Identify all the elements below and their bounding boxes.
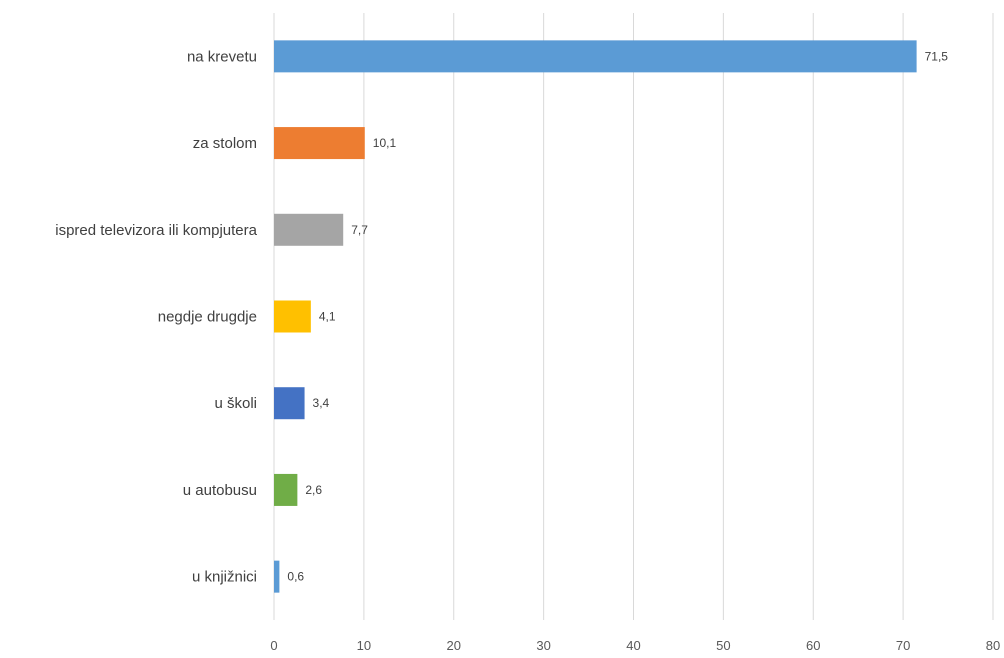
grid-layer [273, 13, 994, 620]
category-label: negdje drugdje [158, 309, 257, 326]
category-label: u knjižnici [192, 569, 257, 586]
category-label: za stolom [193, 135, 257, 152]
bar [274, 127, 365, 160]
data-label: 2,6 [305, 483, 322, 497]
x-tick-label: 50 [716, 638, 730, 653]
x-tick-label: 30 [536, 638, 550, 653]
data-label: 0,6 [287, 570, 304, 584]
x-tick-label: 20 [447, 638, 461, 653]
x-tick-label: 40 [626, 638, 640, 653]
bar [274, 40, 917, 73]
data-label: 3,4 [313, 396, 330, 410]
x-tick-label: 10 [357, 638, 371, 653]
x-tick-label: 80 [986, 638, 1000, 653]
bar [274, 300, 311, 333]
bar [274, 213, 344, 246]
bar [274, 560, 280, 593]
category-label: ispred televizora ili kompjutera [55, 222, 257, 239]
data-label: 7,7 [351, 223, 368, 237]
x-tick-label: 0 [270, 638, 277, 653]
x-axis-ticks: 0 10 20 30 40 50 60 70 80 [270, 638, 1000, 653]
bar [274, 473, 298, 506]
bar-layer [274, 40, 917, 593]
category-label: u autobusu [183, 482, 257, 499]
x-tick-label: 60 [806, 638, 820, 653]
data-label: 71,5 [925, 49, 949, 63]
category-label: u školi [214, 395, 257, 412]
x-tick-label: 70 [896, 638, 910, 653]
data-label: 4,1 [319, 310, 336, 324]
category-label: na krevetu [187, 48, 257, 65]
data-label: 10,1 [373, 136, 397, 150]
bar [274, 387, 305, 420]
label-layer: na krevetu 71,5 za stolom 10,1 ispred televi… [55, 48, 948, 585]
